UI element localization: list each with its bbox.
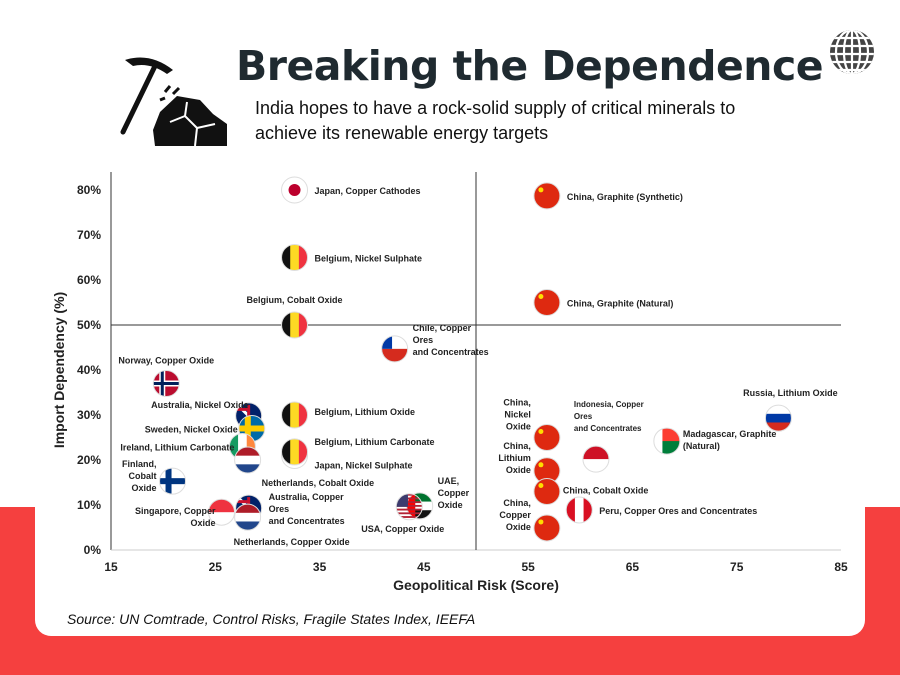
data-point-label: Madagascar, Graphite (Natural): [683, 429, 777, 451]
data-point-chile-flag: [381, 335, 409, 363]
data-point-label: China, Graphite (Natural): [567, 299, 674, 309]
data-point-norway-flag: [152, 370, 180, 397]
data-point-label: Australia, Copper Ores and Concentrates: [269, 492, 345, 526]
y-tick-label: 60%: [77, 273, 101, 287]
page-title: Breaking the Dependence: [236, 42, 824, 90]
x-tick-label: 15: [104, 560, 118, 574]
data-point-belgium-flag: [281, 244, 309, 271]
data-point-label: Russia, Lithium Oxide: [743, 388, 838, 398]
data-point-label: China, Lithium Oxide: [498, 441, 531, 475]
data-point-singapore-flag: [208, 498, 236, 526]
data-point-label: China, Copper Oxide: [499, 498, 531, 532]
data-point-label: Belgium, Lithium Oxide: [315, 407, 416, 417]
pickaxe-rock-icon: [120, 57, 227, 147]
data-point-usa-flag: [395, 493, 423, 521]
data-point-russia-flag: [764, 404, 792, 432]
page-subtitle: India hopes to have a rock-solid supply …: [255, 98, 736, 143]
x-tick-label: 35: [313, 560, 327, 574]
data-point-label: Ireland, Lithium Carbonate: [120, 443, 234, 453]
data-point-china-flag: [533, 182, 561, 210]
data-point-label: Belgium, Cobalt Oxide: [247, 295, 343, 305]
x-tick-label: 65: [626, 560, 640, 574]
data-point-label: China, Nickel Oxide: [503, 398, 531, 432]
data-point-label: Netherlands, Cobalt Oxide: [262, 478, 375, 488]
data-point-label: UAE, Copper Oxide: [438, 476, 470, 510]
x-tick-label: 25: [209, 560, 223, 574]
data-point-finland-flag: [159, 467, 187, 495]
data-point-netherlands-flag: [234, 446, 262, 474]
y-tick-label: 0%: [84, 543, 102, 557]
data-point-label: Finland, Cobalt Oxide: [122, 459, 157, 493]
data-point-label: China, Graphite (Synthetic): [567, 192, 683, 202]
data-point-label: Japan, Copper Cathodes: [315, 186, 421, 196]
data-point-netherlands-flag: [234, 503, 262, 531]
data-point-label: China, Cobalt Oxide: [563, 486, 649, 496]
data-point-label: Singapore, Copper Oxide: [135, 506, 216, 528]
data-point-label: USA, Copper Oxide: [361, 524, 444, 534]
data-point-label: Sweden, Nickel Oxide: [145, 425, 238, 435]
data-point-japan-flag: [281, 176, 309, 204]
data-point-label: Chile, Copper Ores and Concentrates: [413, 323, 489, 357]
y-tick-label: 80%: [77, 183, 101, 197]
data-point-label: Belgium, Nickel Sulphate: [315, 254, 423, 264]
data-point-peru-flag: [565, 496, 593, 524]
data-point-label: Peru, Copper Ores and Concentrates: [599, 506, 757, 516]
x-tick-label: 55: [521, 560, 535, 574]
y-tick-label: 70%: [77, 228, 101, 242]
y-tick-label: 10%: [77, 498, 101, 512]
data-point-china-flag: [533, 424, 561, 451]
data-point-china-flag: [533, 289, 561, 316]
y-tick-label: 40%: [77, 363, 101, 377]
data-point-indonesia-flag: [582, 445, 610, 473]
x-axis-title: Geopolitical Risk (Score): [393, 577, 559, 593]
data-point-belgium-flag: [281, 438, 309, 466]
data-point-china-flag: [533, 478, 561, 505]
y-tick-label: 50%: [77, 318, 101, 332]
globe-logo-icon: [830, 30, 874, 74]
data-point-label: Netherlands, Copper Oxide: [234, 537, 350, 547]
y-tick-label: 30%: [77, 408, 101, 422]
data-point-label: Japan, Nickel Sulphate: [315, 461, 413, 471]
x-tick-label: 45: [417, 560, 431, 574]
x-tick-label: 75: [730, 560, 744, 574]
data-point-label: Norway, Copper Oxide: [118, 356, 214, 366]
y-axis-title: Import Dependency (%): [51, 292, 67, 448]
data-point-belgium-flag: [281, 401, 309, 429]
source-note: Source: UN Comtrade, Control Risks, Frag…: [67, 611, 476, 627]
data-point-belgium-flag: [281, 311, 309, 339]
data-point-label: Indonesia, Copper Ores and Concentrates: [574, 400, 644, 433]
y-tick-label: 20%: [77, 453, 101, 467]
data-point-label: Australia, Nickel Oxide: [151, 400, 249, 410]
x-tick-label: 85: [834, 560, 848, 574]
data-point-china-flag: [533, 514, 561, 542]
data-point-label: Belgium, Lithium Carbonate: [315, 437, 435, 447]
data-point-madagascar-flag: [653, 427, 681, 455]
